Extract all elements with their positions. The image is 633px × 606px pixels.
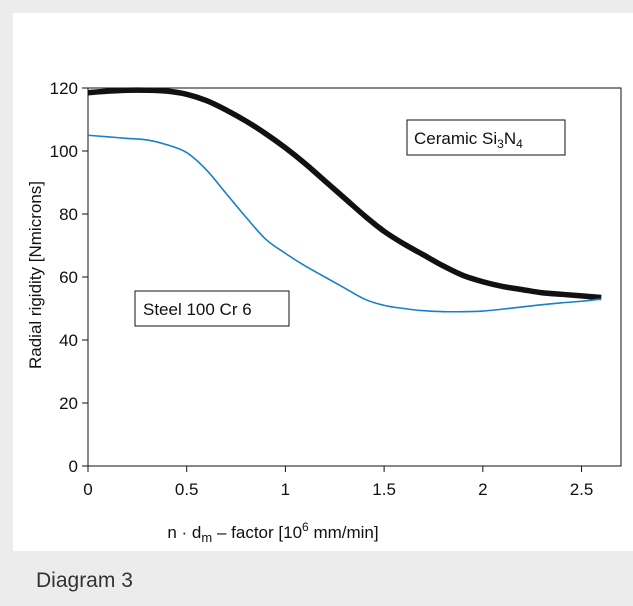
ceramic-label-b: N xyxy=(504,129,516,148)
y-tick-label: 40 xyxy=(59,331,78,350)
steel-series-line xyxy=(87,134,602,313)
y-tick-label: 60 xyxy=(59,268,78,287)
y-tick-label: 100 xyxy=(50,142,78,161)
y-axis-label: Radial rigidity [Nmicrons] xyxy=(26,181,45,369)
y-tick-label: 120 xyxy=(50,79,78,98)
x-tick-label: 0.5 xyxy=(175,480,199,499)
x-tick-label: 2 xyxy=(478,480,487,499)
y-tick-label: 80 xyxy=(59,205,78,224)
y-tick-label: 20 xyxy=(59,394,78,413)
ceramic-label-a: Ceramic Si xyxy=(414,129,497,148)
x-axis-label-sub: m xyxy=(201,530,212,545)
x-axis-label-suffix: mm/min] xyxy=(309,523,379,542)
x-tick-label: 1 xyxy=(281,480,290,499)
line-chart: 0 20 40 60 80 100 120 0 0.5 1 1.5 2 2.5 Radial rigid… xyxy=(26,79,622,545)
x-axis-label-sup: 6 xyxy=(302,520,309,534)
ceramic-series-label: Ceramic Si3N4 xyxy=(406,119,566,156)
ceramic-label-sub2: 4 xyxy=(516,137,523,151)
x-axis-label-middle: – factor [10 xyxy=(212,523,302,542)
plot-panel: 0 20 40 60 80 100 120 0 0.5 1 1.5 2 2.5 Radial rigid… xyxy=(13,13,633,551)
ceramic-label-sub1: 3 xyxy=(497,137,504,151)
steel-label-text: Steel 100 Cr 6 xyxy=(143,300,252,319)
ceramic-label-text: Ceramic Si3N4 xyxy=(414,129,523,151)
steel-series-label: Steel 100 Cr 6 xyxy=(134,290,290,327)
axes: 0 20 40 60 80 100 120 0 0.5 1 1.5 2 2.5 xyxy=(50,79,622,499)
x-tick-label: 1.5 xyxy=(372,480,396,499)
x-tick-label: 0 xyxy=(83,480,92,499)
x-axis-label: n · dm – factor [106 mm/min] xyxy=(167,520,378,545)
series-layer xyxy=(87,87,602,313)
figure-caption: Diagram 3 xyxy=(36,569,133,592)
x-tick-label: 2.5 xyxy=(570,480,594,499)
ceramic-series-line xyxy=(87,87,602,301)
x-axis-label-prefix: n · d xyxy=(167,523,201,542)
y-tick-label: 0 xyxy=(69,457,78,476)
